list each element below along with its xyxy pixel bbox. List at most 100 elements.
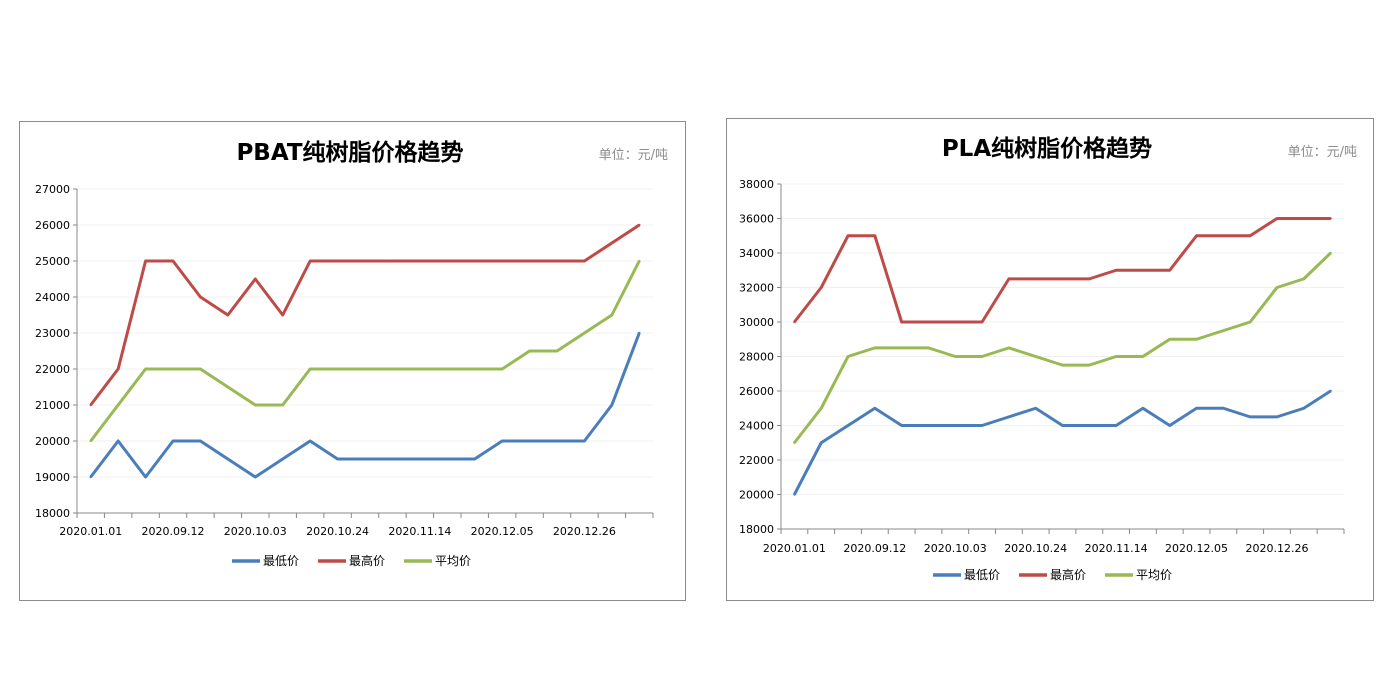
data-point [1222, 407, 1225, 410]
unit-label: 单位：元/吨 [599, 148, 668, 163]
legend-label-1: 最高价 [1050, 567, 1086, 582]
data-point [555, 439, 559, 443]
data-point [610, 241, 614, 245]
data-point [171, 259, 175, 263]
data-point [363, 367, 367, 371]
unit-label: 单位：元/吨 [1288, 145, 1357, 160]
data-point [391, 367, 394, 371]
pbat-chart-svg: PBAT纯树脂价格趋势 单位：元/吨 18000 19000 20000 21000 220… [35, 139, 668, 568]
data-point [638, 223, 641, 227]
data-point [954, 424, 957, 427]
x-tick-label: 2020.12.26 [553, 525, 616, 538]
data-point [336, 367, 339, 371]
data-point [1168, 424, 1171, 427]
x-tick-label: 2020.11.14 [1085, 542, 1148, 555]
data-point [873, 346, 877, 350]
data-point [1222, 234, 1225, 237]
data-point [1275, 286, 1279, 289]
data-point [144, 367, 147, 371]
y-tick-label: 24000 [739, 420, 774, 433]
x-tick-label: 2020.10.24 [306, 525, 369, 538]
data-point [199, 295, 202, 299]
data-point [391, 259, 394, 263]
data-point [1302, 277, 1305, 281]
y-tick-label: 26000 [739, 385, 774, 398]
y-tick-label: 26000 [35, 219, 70, 232]
data-point [308, 439, 312, 443]
y-tick-label: 36000 [739, 213, 774, 226]
x-tick-label: 2020.09.12 [142, 525, 205, 538]
series-line-1 [793, 217, 1331, 324]
data-point [1248, 234, 1252, 237]
data-point [1329, 251, 1332, 255]
x-tick-label: 2020.12.05 [1165, 542, 1228, 555]
data-point [226, 385, 230, 389]
data-point [793, 320, 796, 324]
x-tick-label: 2020.11.14 [388, 525, 451, 538]
data-point [980, 355, 984, 358]
legend-label-1: 最高价 [349, 553, 385, 568]
data-point [1007, 277, 1011, 281]
data-point [446, 259, 449, 263]
data-point [1275, 217, 1279, 220]
data-point [1061, 277, 1064, 281]
data-point [1141, 269, 1145, 272]
data-point [980, 320, 984, 324]
x-tick-label: 2020.12.05 [471, 525, 534, 538]
data-point [254, 475, 257, 479]
x-tick-label: 2020.10.03 [924, 542, 987, 555]
data-point [900, 424, 903, 427]
data-point [199, 367, 202, 371]
y-tick-label: 22000 [739, 454, 774, 467]
data-point [1034, 407, 1037, 410]
data-point [281, 313, 284, 317]
data-point [1141, 407, 1145, 410]
data-point [1302, 407, 1305, 410]
data-point [1114, 424, 1118, 427]
data-point [1329, 217, 1332, 220]
data-point [199, 439, 202, 443]
data-point [308, 367, 312, 371]
data-point [254, 403, 257, 407]
y-tick-label: 21000 [35, 399, 70, 412]
data-point [846, 424, 850, 427]
data-point [1141, 355, 1145, 358]
pbat-chart: PBAT纯树脂价格趋势 单位：元/吨 18000 19000 20000 21000 220… [19, 121, 686, 601]
data-point [1195, 407, 1198, 410]
data-point [418, 367, 422, 371]
data-point [528, 439, 531, 443]
y-tick-label: 18000 [739, 523, 774, 536]
data-point [171, 367, 175, 371]
data-point [500, 439, 504, 443]
y-tick-label: 38000 [739, 178, 774, 191]
data-point [254, 277, 257, 281]
data-point [528, 349, 531, 353]
data-point [1222, 329, 1225, 332]
data-point [1302, 217, 1305, 220]
y-tick-label: 24000 [35, 291, 70, 304]
y-tick-label: 25000 [35, 255, 70, 268]
y-tick-label: 23000 [35, 327, 70, 340]
data-point [281, 403, 284, 407]
data-point [116, 367, 120, 371]
y-tick-label: 27000 [35, 183, 70, 196]
data-point [1195, 338, 1198, 341]
data-point [500, 367, 504, 371]
data-point [281, 457, 284, 461]
y-tick-label: 32000 [739, 282, 774, 295]
data-point [144, 475, 147, 479]
data-point [418, 259, 422, 263]
x-tick-label: 2020.01.01 [763, 542, 826, 555]
legend-label-0: 最低价 [263, 554, 299, 568]
data-point [473, 259, 476, 263]
data-point [846, 234, 850, 237]
data-point [555, 259, 559, 263]
data-point [1061, 424, 1064, 427]
data-point [927, 346, 930, 350]
y-tick-label: 19000 [35, 471, 70, 484]
data-point [89, 475, 92, 479]
data-point [927, 320, 930, 324]
data-point [1007, 346, 1011, 350]
data-point [1168, 269, 1171, 272]
data-point [583, 439, 586, 443]
